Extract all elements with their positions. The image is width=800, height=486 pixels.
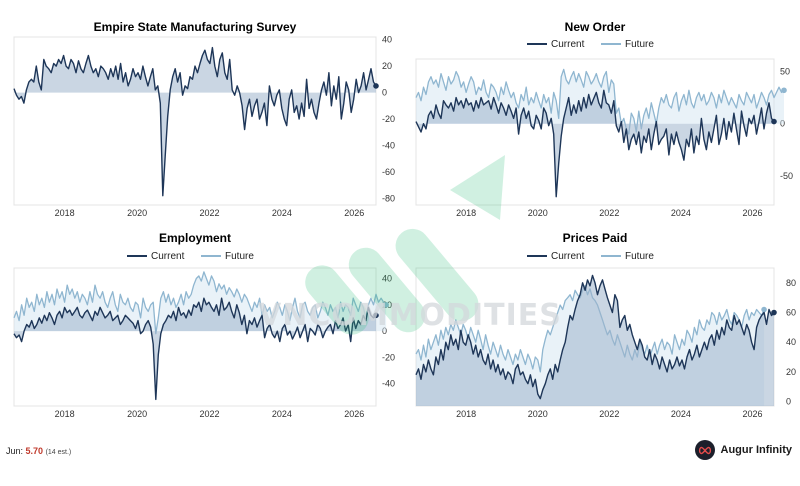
series-line-current [415,274,775,400]
series-area-current [14,47,376,196]
brand: Augur Infinity [694,440,793,460]
y-tick-label: -50 [780,171,793,181]
y-tick-label: -20 [382,114,395,124]
footer-value: 5.70 [25,446,44,456]
y-tick-label: -40 [382,140,395,150]
x-tick-label: 2026 [743,409,763,419]
y-tick-label: 60 [786,308,796,318]
y-tick-label: 20 [382,61,392,71]
x-tick-label: 2018 [55,409,75,419]
y-tick-label: 0 [382,326,387,336]
legend-label-future: Future [625,251,654,262]
x-tick-label: 2022 [199,409,219,419]
y-tick-label: -80 [382,193,395,203]
chart-panel-2: New Order Current Future 50 0 -50 2018 2020 2022… [415,20,793,218]
y-tick-label: -40 [382,379,395,389]
x-tick-label: 2024 [272,208,292,218]
plot-frame [13,36,377,206]
series-area-current [416,275,774,406]
x-tick-label: 2020 [528,409,548,419]
legend-label-current: Current [551,39,585,50]
x-tick-label: 2018 [456,208,476,218]
x-tick-label: 2026 [743,208,763,218]
x-tick-label: 2026 [344,409,364,419]
legend-label-future: Future [225,251,254,262]
x-tick-label: 2024 [671,409,691,419]
chart-legend: Current Future [527,251,654,262]
series-line-current [13,297,377,401]
x-tick-label: 2022 [599,208,619,218]
y-tick-label: 40 [786,337,796,347]
infinity-logo-icon [694,440,715,460]
x-tick-label: 2020 [528,208,548,218]
legend-label-current: Current [151,251,185,262]
y-tick-label: -60 [382,167,395,177]
series-area-current [416,90,774,197]
legend-label-current: Current [551,251,585,262]
footer-note: (14 est.) [45,449,72,456]
chart-legend: Current Future [527,39,654,50]
series-endpoint-future [761,306,767,313]
y-tick-label: 80 [786,278,796,288]
y-tick-label: 40 [382,35,392,45]
x-tick-label: 2020 [127,208,147,218]
chart-title: Prices Paid [563,231,628,245]
x-tick-label: 2024 [272,409,292,419]
x-tick-label: 2018 [55,208,75,218]
series-line-current [13,46,377,197]
y-tick-label: 20 [786,367,796,377]
footer-reading: Jun: 5.70 (14 est.) [6,446,71,456]
chart-legend: Current Future [127,251,254,262]
x-tick-label: 2022 [599,409,619,419]
series-endpoint-current [373,312,379,319]
legend-label-future: Future [625,39,654,50]
x-tick-label: 2020 [127,409,147,419]
plot-frame [13,267,377,407]
y-tick-label: -20 [382,352,395,362]
chart-title: Empire State Manufacturing Survey [94,20,297,34]
chart-title: Employment [159,231,231,245]
plot-frame [415,58,775,206]
series-endpoint-current [771,309,777,316]
y-tick-label: 50 [780,67,790,77]
series-area-current [14,298,376,400]
x-tick-label: 2024 [671,208,691,218]
x-tick-label: 2022 [199,208,219,218]
y-tick-label: 0 [786,397,791,407]
y-tick-label: 0 [780,119,785,129]
x-tick-label: 2018 [456,409,476,419]
x-tick-label: 2026 [344,208,364,218]
series-endpoint-future [383,302,389,308]
series-line-future [415,68,785,135]
y-tick-label: 0 [382,88,387,98]
series-endpoint-current [373,83,379,89]
chart-panel-3: EmploymentCurrentFuture40200-20-40201820… [13,231,395,419]
series-line-future [13,271,387,335]
brand-name: Augur Infinity [720,444,793,456]
y-tick-label: 40 [382,274,392,284]
series-line-current [415,89,775,198]
footer-label: Jun: [6,446,24,456]
chart-title: New Order [565,20,626,34]
series-endpoint-current [771,118,777,125]
chart-panel-4: Prices Paid Current Future 80 60 40 20 0 2018 202… [415,231,796,419]
chart-panel-1: Empire State Manufacturing Survey 40 20 0 -2… [13,20,395,218]
series-endpoint-future [781,87,787,94]
